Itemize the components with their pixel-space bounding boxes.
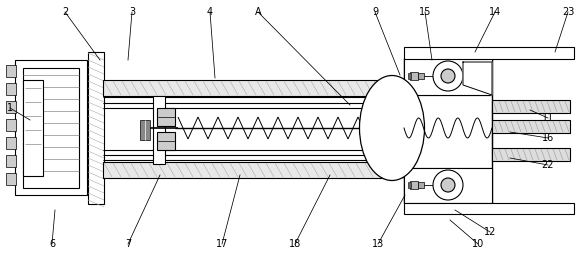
Bar	[410, 181, 418, 189]
Bar	[408, 73, 411, 79]
Text: 14: 14	[489, 7, 501, 17]
Text: 16: 16	[542, 133, 554, 143]
Bar	[390, 80, 404, 177]
Text: 1: 1	[7, 103, 13, 113]
Circle shape	[441, 178, 455, 192]
Text: 11: 11	[542, 113, 554, 123]
Bar	[23, 68, 79, 188]
Bar	[157, 108, 175, 126]
Bar	[410, 72, 418, 80]
Bar	[6, 65, 16, 77]
Bar	[404, 47, 574, 59]
Text: 13: 13	[372, 239, 384, 249]
Bar	[492, 120, 570, 133]
Bar	[6, 137, 16, 149]
Bar	[140, 120, 150, 140]
Text: 3: 3	[129, 7, 135, 17]
Text: 18: 18	[289, 239, 301, 249]
Bar	[6, 155, 16, 167]
Bar	[23, 80, 43, 176]
Bar	[6, 119, 16, 131]
Circle shape	[433, 61, 463, 91]
Text: 7: 7	[125, 239, 131, 249]
Bar	[6, 173, 16, 185]
Text: 12: 12	[484, 227, 496, 237]
Ellipse shape	[360, 76, 424, 180]
Text: 23: 23	[562, 7, 574, 17]
Polygon shape	[463, 62, 492, 95]
Bar	[492, 100, 570, 113]
Bar	[6, 83, 16, 95]
Bar	[418, 182, 424, 188]
Circle shape	[441, 69, 455, 83]
Bar	[404, 203, 574, 214]
Bar	[103, 162, 393, 178]
Text: 2: 2	[62, 7, 68, 17]
Text: A: A	[255, 7, 261, 17]
Text: 15: 15	[419, 7, 431, 17]
Bar	[88, 52, 104, 204]
Bar	[404, 58, 492, 203]
Bar	[6, 101, 16, 113]
Text: 4: 4	[207, 7, 213, 17]
Text: 6: 6	[49, 239, 55, 249]
Text: 10: 10	[472, 239, 484, 249]
Bar	[404, 168, 492, 203]
Text: 17: 17	[216, 239, 228, 249]
Bar	[103, 80, 393, 96]
Bar	[492, 148, 570, 161]
Circle shape	[433, 170, 463, 200]
Bar	[153, 96, 165, 164]
Text: 9: 9	[372, 7, 378, 17]
Text: 22: 22	[542, 160, 554, 170]
Bar	[404, 58, 492, 95]
Bar	[157, 132, 175, 150]
Bar	[408, 182, 411, 188]
Bar	[15, 60, 87, 195]
Bar	[418, 73, 424, 79]
